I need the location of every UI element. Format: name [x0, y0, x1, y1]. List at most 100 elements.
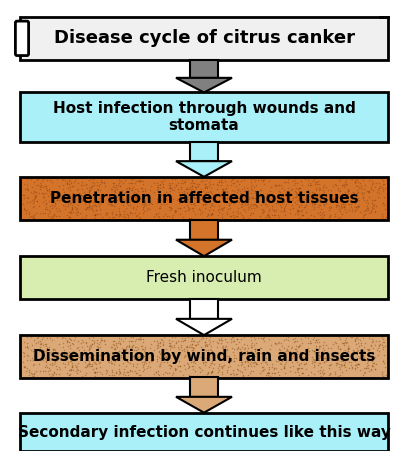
- Point: [246, 369, 253, 376]
- Point: [132, 351, 138, 358]
- Point: [263, 349, 270, 356]
- Point: [135, 191, 142, 198]
- Point: [202, 334, 209, 341]
- Point: [312, 201, 318, 208]
- Point: [156, 195, 162, 202]
- Point: [341, 362, 347, 369]
- Point: [200, 358, 206, 365]
- Point: [86, 205, 92, 212]
- Point: [62, 176, 68, 183]
- Point: [111, 350, 118, 358]
- Point: [307, 337, 314, 344]
- Point: [316, 191, 322, 198]
- Point: [145, 204, 151, 212]
- Point: [266, 345, 273, 352]
- Point: [238, 336, 244, 343]
- Point: [97, 352, 104, 359]
- Point: [220, 185, 226, 192]
- Point: [309, 188, 316, 195]
- Point: [353, 176, 359, 184]
- Point: [112, 346, 118, 353]
- Point: [369, 180, 376, 188]
- Point: [96, 202, 103, 209]
- Point: [382, 205, 388, 212]
- Point: [67, 213, 74, 220]
- Point: [375, 186, 382, 193]
- Point: [281, 360, 288, 368]
- Point: [185, 176, 191, 183]
- Point: [366, 346, 372, 354]
- Point: [299, 354, 305, 361]
- Point: [348, 203, 354, 210]
- Point: [44, 344, 50, 351]
- Point: [24, 339, 30, 346]
- Point: [374, 346, 380, 354]
- Point: [35, 175, 41, 183]
- Polygon shape: [176, 161, 232, 177]
- Point: [122, 362, 129, 369]
- Point: [251, 205, 257, 212]
- Point: [264, 212, 271, 219]
- Point: [156, 340, 163, 347]
- Point: [62, 364, 68, 371]
- Point: [359, 352, 366, 359]
- Point: [208, 199, 215, 207]
- Point: [316, 198, 322, 206]
- Point: [332, 212, 338, 220]
- Point: [337, 213, 343, 221]
- Point: [160, 338, 166, 345]
- Point: [361, 354, 367, 361]
- Point: [240, 214, 246, 221]
- Point: [265, 214, 272, 221]
- Point: [189, 177, 196, 184]
- Point: [36, 190, 42, 197]
- Point: [195, 182, 202, 189]
- Point: [352, 207, 358, 214]
- Point: [32, 192, 38, 199]
- Point: [140, 177, 146, 184]
- Point: [24, 181, 30, 189]
- Point: [172, 209, 178, 216]
- Point: [92, 364, 99, 372]
- Point: [162, 346, 169, 353]
- Point: [186, 206, 192, 213]
- Point: [289, 343, 295, 350]
- Point: [156, 189, 162, 196]
- Point: [310, 177, 316, 184]
- Point: [360, 177, 366, 184]
- Point: [37, 179, 43, 186]
- Point: [263, 190, 270, 198]
- Point: [134, 212, 140, 219]
- Point: [354, 344, 360, 351]
- Point: [218, 178, 225, 185]
- Point: [239, 369, 245, 376]
- Point: [162, 196, 169, 203]
- Point: [182, 351, 188, 359]
- Point: [260, 364, 266, 371]
- Point: [317, 212, 323, 219]
- Point: [382, 184, 388, 191]
- Point: [192, 342, 199, 349]
- Point: [163, 194, 169, 201]
- Point: [156, 204, 162, 211]
- Point: [148, 341, 154, 348]
- Point: [297, 202, 304, 209]
- Point: [64, 351, 71, 359]
- Point: [239, 360, 246, 367]
- Point: [75, 202, 81, 209]
- Point: [122, 346, 128, 354]
- Point: [278, 181, 285, 188]
- Point: [24, 175, 30, 183]
- Point: [177, 362, 184, 369]
- Point: [91, 198, 97, 205]
- Point: [344, 194, 350, 201]
- Point: [172, 333, 178, 341]
- Point: [155, 368, 162, 375]
- Point: [29, 214, 36, 221]
- Point: [154, 343, 161, 350]
- Point: [86, 202, 92, 209]
- Point: [246, 351, 252, 359]
- Point: [220, 197, 226, 204]
- Point: [262, 200, 269, 207]
- Point: [310, 334, 317, 341]
